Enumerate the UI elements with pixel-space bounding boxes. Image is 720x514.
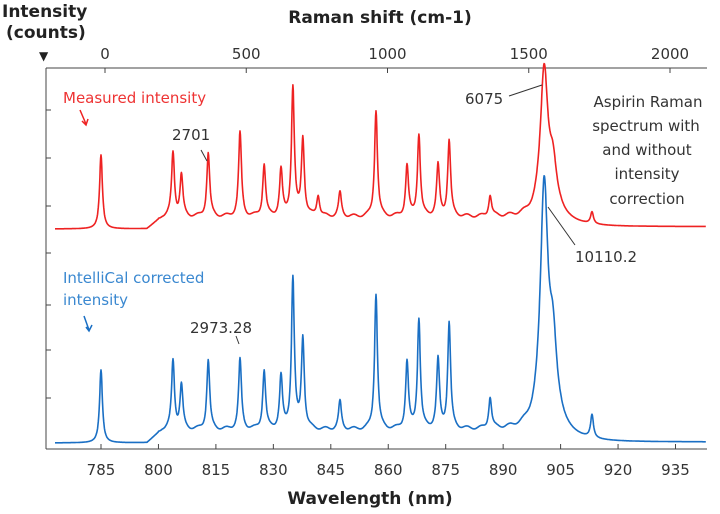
top-tick-label: 2000	[651, 45, 689, 63]
description-line: intensity	[614, 165, 679, 183]
x-tick-label: 815	[202, 461, 231, 479]
description-line: spectrum with	[592, 117, 700, 135]
y-axis-marker-icon: ▼	[39, 49, 49, 63]
description-line: and without	[602, 141, 691, 159]
series-line-corrected	[54, 175, 707, 444]
x-tick-label: 845	[316, 461, 345, 479]
x-tick-label: 920	[604, 461, 633, 479]
corrected-intensity-label-line1: IntelliCal corrected	[63, 269, 204, 287]
red-max-leader	[508, 84, 543, 97]
y-axis-title-line2: (counts)	[6, 23, 86, 43]
description-line: Aspirin Raman	[594, 93, 703, 111]
series-line-measured	[54, 62, 707, 230]
x-tick-label: 935	[661, 461, 690, 479]
top-tick-label: 1500	[510, 45, 548, 63]
x-axis-title: Wavelength (nm)	[287, 489, 452, 509]
top-tick-label: 0	[100, 45, 110, 63]
blue-peak-leader	[235, 335, 240, 345]
x-tick-label: 905	[546, 461, 575, 479]
blue-peak-value-label: 2973.28	[190, 319, 252, 337]
description-line: correction	[609, 190, 684, 208]
top-axis-title: Raman shift (cm-1)	[288, 8, 471, 28]
measured-arrow-icon	[79, 109, 89, 127]
x-tick-label: 785	[87, 461, 116, 479]
blue-max-leader	[547, 206, 576, 246]
top-tick-label: 1000	[368, 45, 406, 63]
description-text: Aspirin Raman spectrum with and without …	[592, 93, 702, 208]
corrected-arrow-icon	[83, 315, 93, 333]
blue-max-value-label: 10110.2	[575, 248, 637, 266]
x-tick-label: 800	[144, 461, 173, 479]
red-peak-value-label: 2701	[172, 126, 210, 144]
x-tick-label: 830	[259, 461, 288, 479]
red-max-value-label: 6075	[465, 90, 503, 108]
measured-intensity-label: Measured intensity	[63, 89, 206, 107]
corrected-intensity-label-line2: intensity	[63, 291, 128, 309]
top-tick-label: 500	[232, 45, 261, 63]
y-axis-title-line1: Intensity	[2, 2, 87, 22]
x-tick-label: 860	[374, 461, 403, 479]
red-peak-leader	[200, 149, 208, 162]
x-tick-label: 890	[489, 461, 518, 479]
x-tick-label: 875	[431, 461, 460, 479]
